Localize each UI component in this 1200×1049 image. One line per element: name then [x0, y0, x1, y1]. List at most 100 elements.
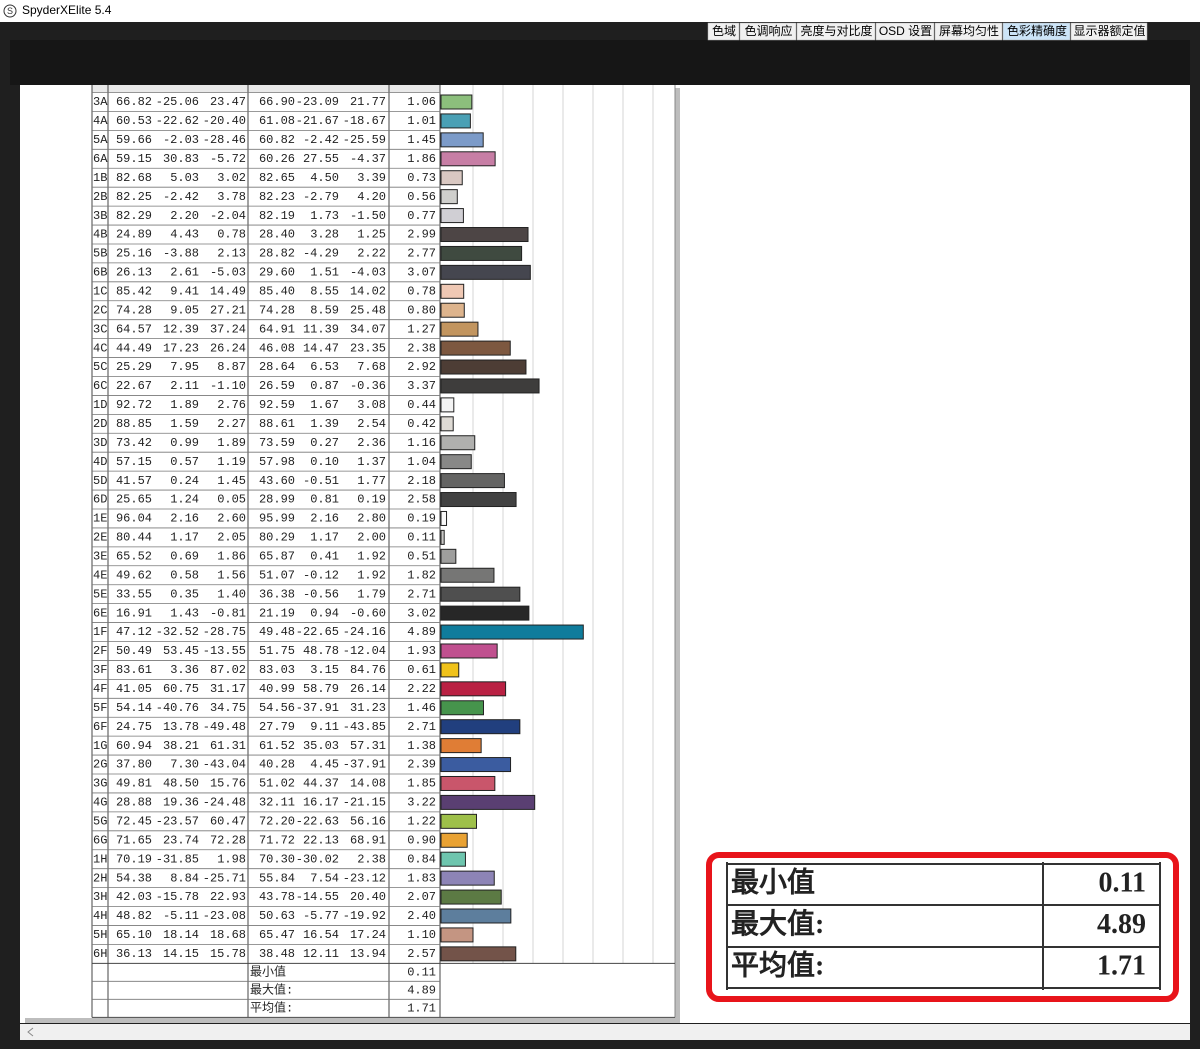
patch-id: 3C	[93, 322, 107, 336]
cell-value: 1.46	[407, 701, 436, 715]
cell-value: 16.54	[303, 928, 339, 942]
patch-id: 1B	[93, 171, 107, 185]
cell-value: 5.03	[170, 171, 199, 185]
cell-value: 66.82	[116, 95, 152, 109]
callout-value: 1.71	[1097, 950, 1146, 981]
patch-id: 5D	[93, 474, 107, 488]
delta-e-bar	[440, 927, 474, 943]
cell-value: 73.42	[116, 436, 152, 450]
cell-value: -5.72	[210, 152, 246, 166]
cell-value: 95.99	[259, 512, 295, 526]
patch-id: 2B	[93, 190, 107, 204]
tab[interactable]	[1002, 22, 1071, 41]
tab[interactable]	[796, 22, 876, 41]
patch-id: 5G	[93, 815, 107, 829]
cell-value: 1.17	[310, 531, 339, 545]
cell-value: 1.37	[357, 455, 386, 469]
cell-value: 7.95	[170, 360, 199, 374]
tab-label[interactable]: 显示器额定值	[1073, 23, 1145, 38]
cell-value: 20.40	[350, 890, 386, 904]
cell-value: 80.44	[116, 531, 152, 545]
cell-value: 32.11	[259, 796, 295, 810]
cell-value: 28.88	[116, 796, 152, 810]
patch-id: 2D	[93, 417, 107, 431]
delta-e-bar	[440, 189, 458, 205]
summary-value: 0.11	[407, 965, 436, 979]
cell-value: 4.43	[170, 228, 199, 242]
cell-value: 21.77	[350, 95, 386, 109]
tab[interactable]	[934, 22, 1003, 41]
delta-e-bar	[440, 624, 584, 640]
delta-e-bar	[440, 832, 468, 848]
cell-value: 14.02	[350, 284, 386, 298]
cell-value: 2.61	[170, 266, 199, 280]
summary-label: 平均值:	[250, 999, 293, 1015]
cell-value: 3.39	[357, 171, 386, 185]
tab[interactable]	[739, 22, 797, 41]
cell-value: 18.14	[163, 928, 199, 942]
toolbar-inner	[10, 40, 1190, 85]
cell-value: 37.80	[116, 758, 152, 772]
delta-e-bar	[440, 264, 531, 280]
delta-e-bar	[440, 529, 445, 545]
cell-value: 7.54	[310, 871, 339, 885]
cell-value: 54.14	[116, 701, 152, 715]
patch-id: 1D	[93, 398, 107, 412]
scroll-left-arrow[interactable]	[27, 1027, 34, 1037]
horizontal-scrollbar[interactable]	[20, 1024, 1190, 1040]
patch-id: 3A	[93, 95, 108, 109]
cell-value: 1.67	[310, 398, 339, 412]
tab-label[interactable]: 色域	[712, 24, 736, 38]
cell-value: 0.05	[217, 493, 246, 507]
cell-value: 15.76	[210, 777, 246, 791]
delta-e-bar	[440, 435, 476, 451]
cell-value: -22.62	[156, 114, 199, 128]
cell-value: 18.68	[210, 928, 246, 942]
tab[interactable]	[1070, 22, 1148, 41]
cell-value: 12.11	[303, 947, 339, 961]
cell-value: 57.15	[116, 455, 152, 469]
patch-id: 2F	[93, 644, 107, 658]
cell-value: 72.28	[210, 833, 246, 847]
cell-value: 60.53	[116, 114, 152, 128]
cell-value: 17.24	[350, 928, 386, 942]
cell-value: 2.54	[357, 417, 386, 431]
cell-value: 44.37	[303, 777, 339, 791]
cell-value: 24.75	[116, 720, 152, 734]
patch-id: 3G	[93, 777, 107, 791]
cell-value: 2.16	[170, 512, 199, 526]
delta-e-bar	[440, 870, 495, 886]
cell-value: 0.94	[310, 606, 339, 620]
cell-value: 0.35	[170, 587, 199, 601]
window-title: SpyderXElite 5.4	[22, 3, 112, 17]
cell-value: -13.55	[203, 644, 246, 658]
delta-e-bar	[440, 908, 512, 924]
cell-value: 50.49	[116, 644, 152, 658]
cell-value: -23.12	[343, 871, 386, 885]
cell-value: 1.79	[357, 587, 386, 601]
cell-value: 2.16	[310, 512, 339, 526]
cell-value: 2.39	[407, 758, 436, 772]
tab-label[interactable]: 亮度与对比度	[800, 23, 872, 38]
cell-value: 27.55	[303, 152, 339, 166]
tab-label[interactable]: 屏幕均匀性	[939, 24, 999, 38]
cell-value: 1.24	[170, 493, 199, 507]
cell-value: 0.51	[407, 549, 436, 563]
delta-e-bar	[440, 510, 448, 526]
tab[interactable]	[707, 22, 740, 41]
callout-label: 平均值:	[731, 949, 824, 981]
cell-value: 85.42	[116, 284, 152, 298]
delta-e-bar	[440, 321, 479, 337]
cell-value: 0.44	[407, 398, 436, 412]
cell-value: -0.60	[350, 606, 386, 620]
tab-label[interactable]: 色调响应	[744, 23, 792, 38]
cell-value: 53.45	[163, 644, 199, 658]
cell-value: 70.30	[259, 852, 295, 866]
cell-value: 58.79	[303, 682, 339, 696]
cell-value: 23.35	[350, 341, 386, 355]
cell-value: 33.55	[116, 587, 152, 601]
tab-label[interactable]: 色彩精确度	[1007, 23, 1067, 38]
tab[interactable]	[875, 22, 935, 41]
cell-value: 3.07	[407, 266, 436, 280]
tab-label[interactable]: OSD 设置	[879, 24, 932, 38]
